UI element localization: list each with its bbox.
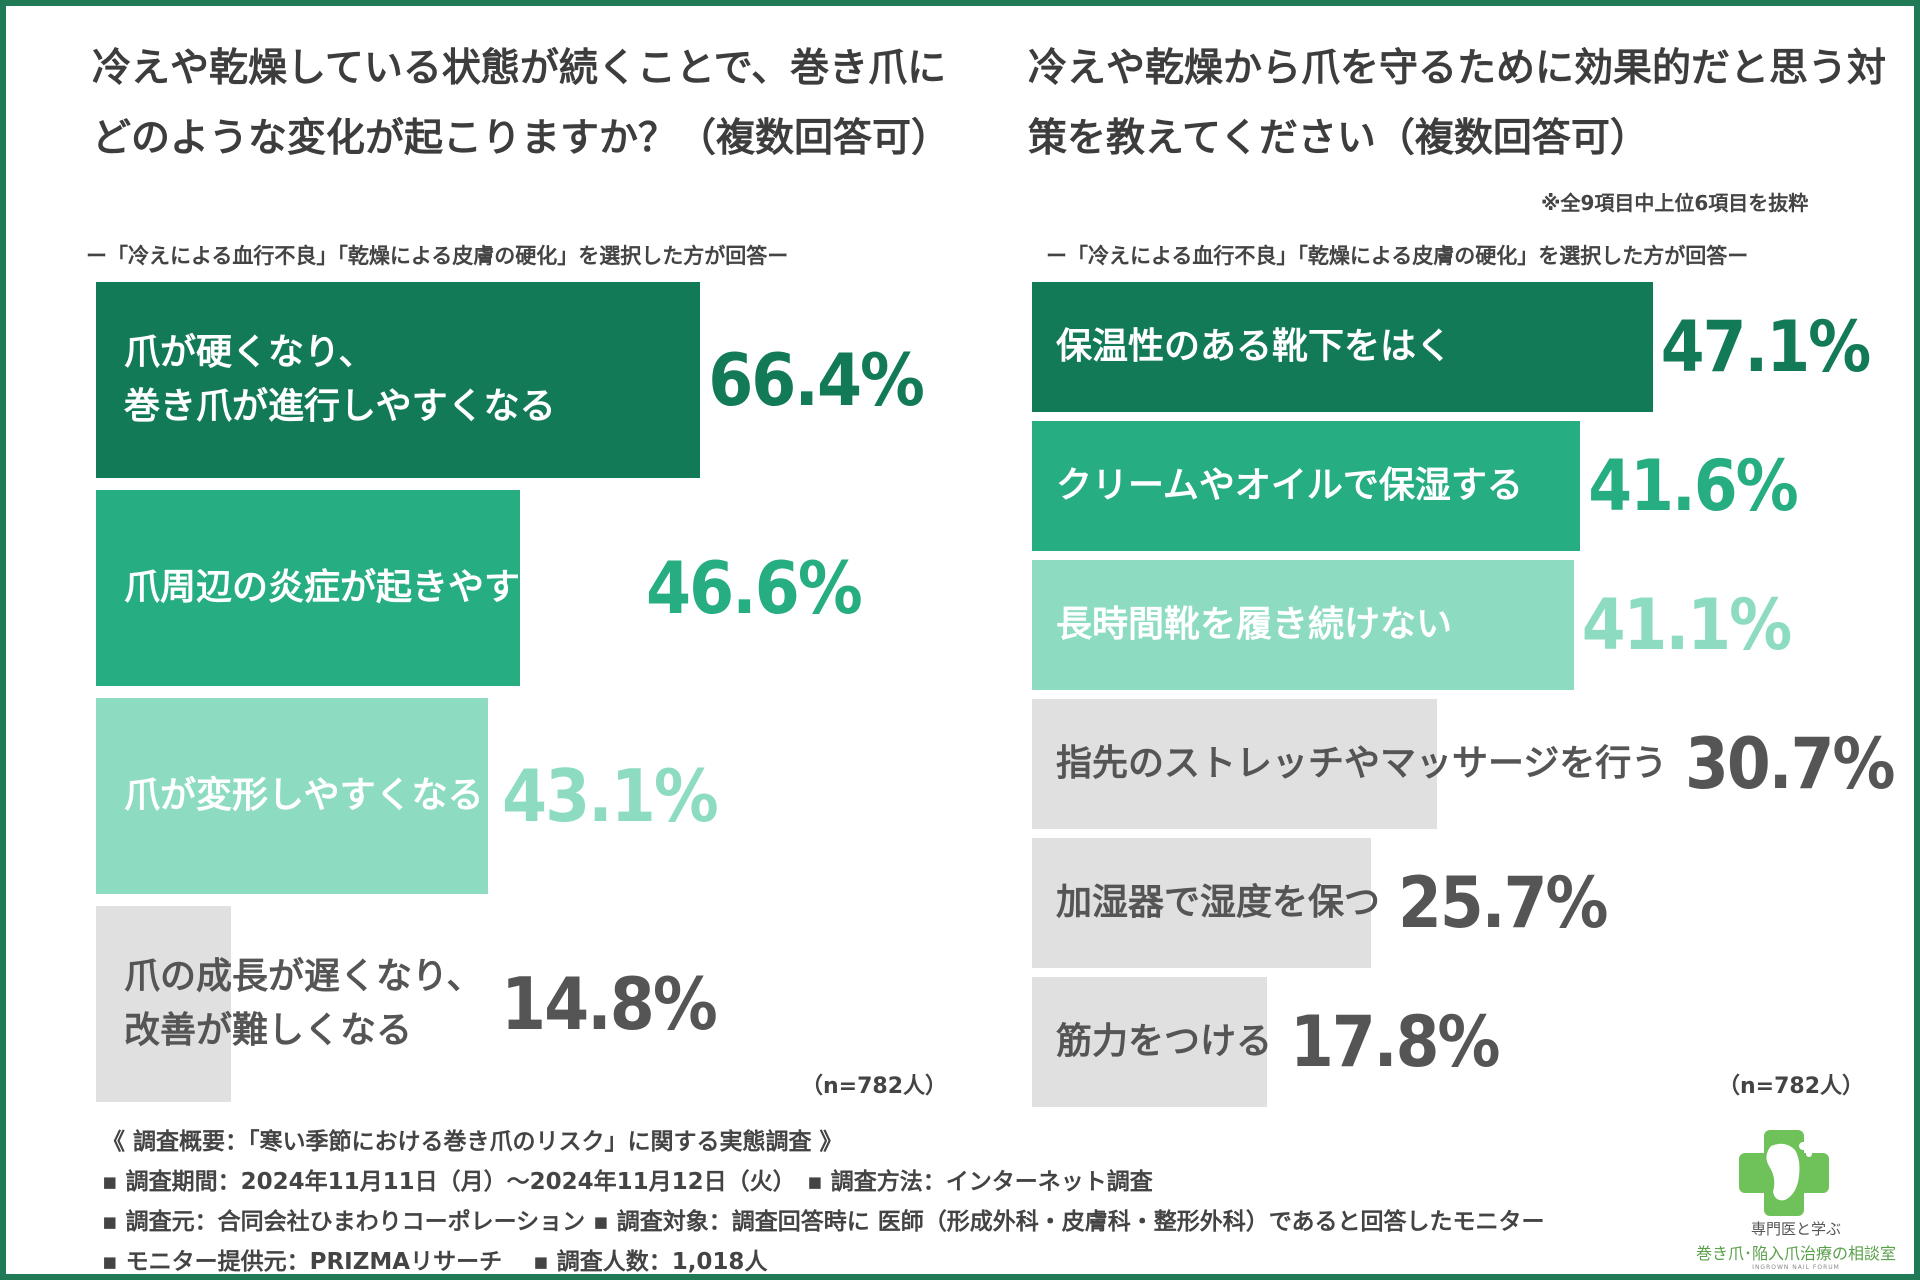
bar-label-right-5: 加湿器で湿度を保つ [1056, 882, 1381, 923]
right-extract-note: ※全9項目中上位6項目を抜粋 [1541, 191, 1809, 215]
bar-right-6 [1032, 977, 1267, 1107]
survey-provider: ▪ モニター提供元：PRIZMAリサーチ ▪ 調査人数：1,018人 [102, 1249, 768, 1275]
bar-right-4 [1032, 699, 1437, 829]
bar-value-left-1: 66.4% [708, 338, 925, 422]
bar-label-left-2: 爪周辺の炎症が起きやすくなる [124, 567, 629, 608]
bar-label-right-6: 筋力をつける [1056, 1021, 1273, 1062]
bar-value-left-2: 46.6% [646, 546, 863, 630]
bar-value-left-4: 14.8% [501, 962, 718, 1046]
right-sample-size: （n=782人） [1718, 1074, 1865, 1099]
right-subnote: ー「冷えによる血行不良」「乾燥による皮膚の硬化」を選択した方が回答ー [1046, 244, 1749, 268]
logo-name: 巻き爪･陥入爪治療の相談室 [1695, 1244, 1896, 1263]
bar-value-right-2: 41.6% [1588, 445, 1798, 527]
forum-logo: 専門医と学ぶ 巻き爪･陥入爪治療の相談室 INGROWN NAIL FORUM [1691, 1126, 1901, 1276]
bar-value-right-1: 47.1% [1660, 306, 1871, 388]
bar-label-right-1: 保温性のある靴下をはく [1056, 326, 1453, 367]
bar-label-right-4: 指先のストレッチやマッサージを行う [1056, 743, 1668, 784]
bar-value-right-4: 30.7% [1685, 723, 1895, 805]
left-sample-size: （n=782人） [801, 1074, 948, 1099]
survey-source: ▪ 調査元：合同会社ひまわりコーポレーション ▪ 調査対象：調査回答時に 医師（… [102, 1209, 1545, 1235]
bar-label-left-1: 爪が硬くなり、 巻き爪が進行しやすくなる [124, 332, 556, 427]
survey-summary: 《 調査概要：「寒い季節における巻き爪のリスク」に関する実態調査 》 [102, 1129, 843, 1155]
bar-left-4 [96, 906, 231, 1102]
right-title: 冷えや乾燥から爪を守るために効果的だと思う対策を教えてください（複数回答可） [1028, 46, 1887, 161]
bar-left-3 [96, 698, 489, 894]
logo-english: INGROWN NAIL FORUM [1752, 1264, 1840, 1271]
bar-label-right-3: 長時間靴を履き続けない [1056, 604, 1453, 645]
bar-label-left-3: 爪が変形しやすくなる [124, 775, 484, 816]
bar-label-left-4: 爪の成長が遅くなり、 改善が難しくなる [124, 956, 483, 1051]
bar-left-1 [96, 282, 701, 478]
bar-right-2 [1032, 421, 1581, 551]
logo-tagline: 専門医と学ぶ [1750, 1220, 1841, 1238]
bar-right-3 [1032, 560, 1574, 690]
bar-label-right-2: クリームやオイルで保湿する [1056, 465, 1523, 506]
bar-right-1 [1032, 282, 1653, 412]
left-subnote: ー「冷えによる血行不良」「乾燥による皮膚の硬化」を選択した方が回答ー [86, 244, 789, 268]
bar-left-2 [96, 490, 521, 686]
left-title: 冷えや乾燥している状態が続くことで、巻き爪にどのような変化が起こりますか？（複数… [92, 46, 951, 161]
bar-value-right-6: 17.8% [1290, 1001, 1500, 1083]
cross-foot-icon [1739, 1130, 1829, 1216]
bar-right-5 [1032, 838, 1371, 968]
survey-period: ▪ 調査期間：2024年11月11日（月）～2024年11月12日（火） ▪ 調… [102, 1169, 1153, 1195]
bar-value-right-5: 25.7% [1398, 862, 1608, 944]
bar-value-right-3: 41.1% [1581, 584, 1792, 666]
bar-value-left-3: 43.1% [502, 754, 719, 838]
